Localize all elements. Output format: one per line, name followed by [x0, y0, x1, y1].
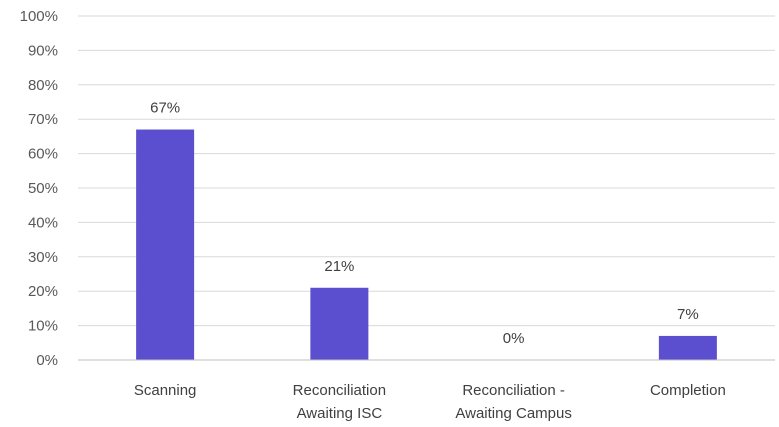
x-tick-label: Reconciliation — [293, 382, 386, 399]
y-tick-label: 100% — [20, 8, 58, 25]
x-tick-label: Completion — [650, 382, 726, 399]
y-tick-label: 70% — [28, 111, 58, 128]
data-labels: 67% 21% 0% 7% — [150, 100, 699, 347]
x-tick-label: Awaiting ISC — [297, 405, 383, 422]
y-tick-label: 20% — [28, 283, 58, 300]
bar — [658, 335, 717, 360]
y-axis-tick-labels: 0% 10% 20% 30% 40% 50% 60% 70% 80% 90% 100% — [20, 8, 58, 369]
x-tick-label: Awaiting Campus — [455, 405, 571, 422]
x-axis-tick-labels: Scanning Reconciliation Awaiting ISC Reconc… — [134, 382, 726, 422]
data-label: 67% — [150, 100, 180, 117]
data-label: 21% — [324, 258, 354, 275]
bars — [136, 129, 717, 360]
bar — [310, 287, 369, 360]
y-tick-label: 10% — [28, 318, 58, 335]
grid-lines — [78, 15, 775, 327]
y-tick-label: 80% — [28, 77, 58, 94]
y-tick-label: 40% — [28, 214, 58, 231]
y-tick-label: 60% — [28, 146, 58, 163]
x-tick-label: Scanning — [134, 382, 197, 399]
y-tick-label: 0% — [36, 352, 58, 369]
data-label: 7% — [677, 306, 699, 323]
data-label: 0% — [503, 330, 525, 347]
y-tick-label: 30% — [28, 249, 58, 266]
y-tick-label: 90% — [28, 42, 58, 59]
x-tick-label: Reconciliation - — [462, 382, 565, 399]
bar — [136, 129, 195, 360]
y-tick-label: 50% — [28, 180, 58, 197]
